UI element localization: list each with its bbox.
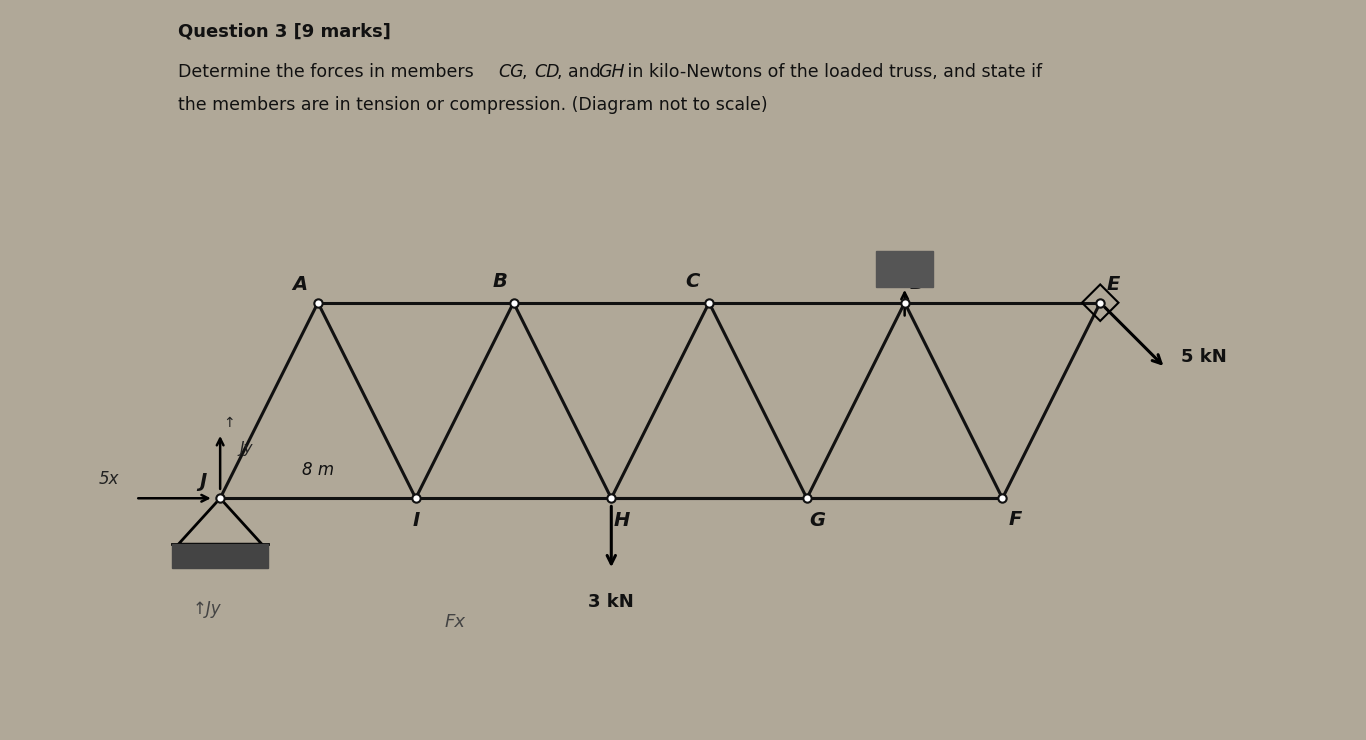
Text: 8 m: 8 m (302, 460, 335, 479)
Text: GH: GH (598, 63, 624, 81)
Text: B: B (493, 272, 508, 292)
Text: J: J (199, 472, 206, 491)
Text: I: I (413, 511, 419, 530)
Text: CG: CG (499, 63, 525, 81)
Text: G: G (809, 511, 825, 530)
Text: Determine the forces in members: Determine the forces in members (178, 63, 479, 81)
Bar (172, 544, 268, 568)
Text: CD: CD (534, 63, 560, 81)
Text: E: E (1106, 275, 1120, 294)
Text: the members are in tension or compression. (Diagram not to scale): the members are in tension or compressio… (178, 96, 768, 114)
Text: Question 3 [9 marks]: Question 3 [9 marks] (178, 22, 391, 40)
Text: 3 kN: 3 kN (589, 593, 634, 611)
Text: 5 kN: 5 kN (1182, 349, 1227, 366)
Text: F: F (1008, 510, 1022, 528)
Text: A: A (292, 275, 307, 294)
Text: , and: , and (557, 63, 607, 81)
Text: in kilo-Newtons of the loaded truss, and state if: in kilo-Newtons of the loaded truss, and… (622, 63, 1042, 81)
Text: ,: , (522, 63, 533, 81)
Text: Fx: Fx (444, 613, 466, 631)
Text: ↑Jy: ↑Jy (193, 600, 221, 618)
Text: Jy: Jy (239, 441, 253, 457)
Text: D: D (910, 274, 926, 292)
Text: C: C (684, 272, 699, 292)
Text: ↑: ↑ (223, 416, 235, 429)
Bar (876, 251, 933, 287)
Text: 5x: 5x (100, 470, 120, 488)
Text: H: H (613, 511, 630, 530)
